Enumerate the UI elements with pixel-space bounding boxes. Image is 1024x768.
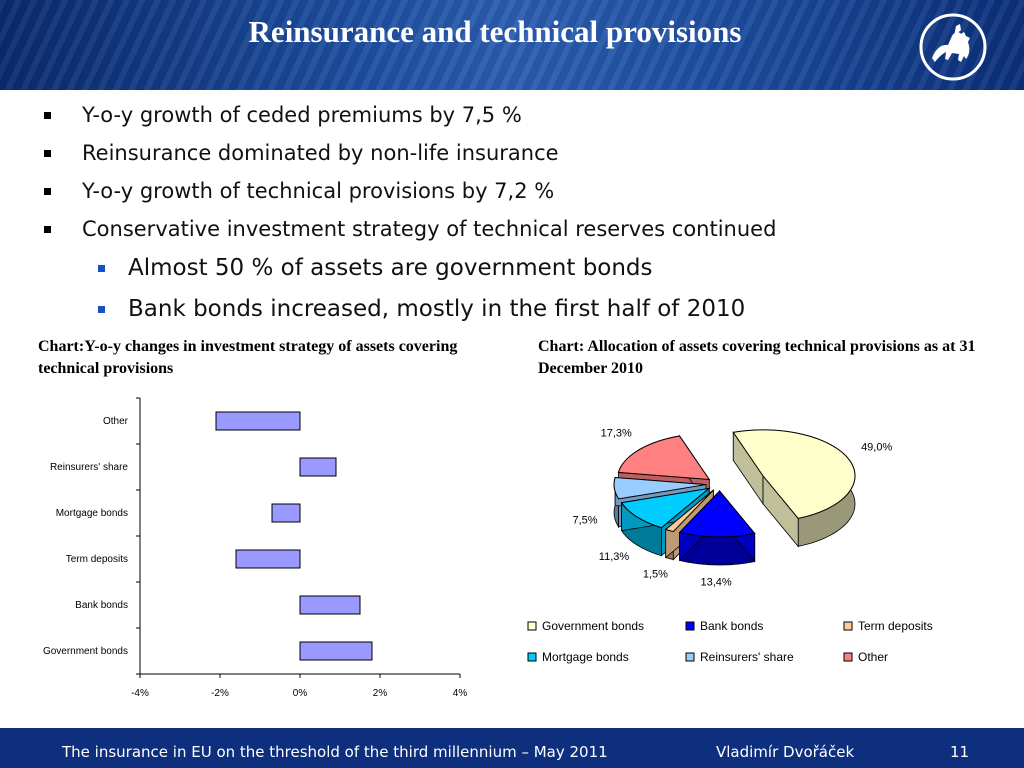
- bar: [299, 457, 337, 477]
- x-tick-label: -4%: [131, 688, 149, 699]
- bullet-item: Y-o-y growth of technical provisions by …: [0, 172, 1000, 210]
- pie-slice: [678, 489, 756, 566]
- x-tick-label: 2%: [373, 688, 388, 699]
- slice-top: [664, 489, 714, 533]
- slice-value-label: 17,3%: [601, 427, 632, 439]
- slice-top: [613, 476, 707, 500]
- bullet-item: Reinsurance dominated by non-life insura…: [0, 134, 1000, 172]
- legend-label: Mortgage bonds: [542, 650, 629, 664]
- bullet-item: Y-o-y growth of ceded premiums by 7,5 %: [0, 96, 1000, 134]
- pie-chart: 49,0% 13,4% 1,5% 11,3% 7,5% 17,3% Government b…: [527, 427, 933, 664]
- bar: [215, 411, 301, 431]
- slice-top: [732, 429, 856, 519]
- square-bullet-icon: [44, 112, 51, 119]
- slice-top: [678, 490, 756, 538]
- bullet-text: Conservative investment strategy of tech…: [82, 217, 777, 241]
- category-label: Bank bonds: [75, 600, 128, 611]
- header-banner: Reinsurance and technical provisions: [0, 0, 1024, 90]
- page-number: 11: [950, 743, 970, 761]
- bar: [271, 503, 301, 523]
- sub-bullet-item: Bank bonds increased, mostly in the firs…: [0, 289, 1000, 330]
- bullet-list: Y-o-y growth of ceded premiums by 7,5 % …: [0, 96, 1000, 330]
- bullet-text: Reinsurance dominated by non-life insura…: [82, 141, 559, 165]
- pie-slice: [732, 429, 856, 548]
- right-chart-title: Chart: Allocation of assets covering tec…: [538, 338, 976, 377]
- sub-bullet-item: Almost 50 % of assets are government bon…: [0, 248, 1000, 289]
- square-bullet-icon: [98, 306, 105, 313]
- legend-label: Government bonds: [542, 619, 644, 633]
- category-label: Government bonds: [43, 646, 128, 657]
- legend-label: Other: [858, 650, 888, 664]
- bullet-text: Y-o-y growth of technical provisions by …: [82, 179, 555, 203]
- legend-swatch: [843, 652, 853, 662]
- category-label: Reinsurers' share: [50, 462, 128, 473]
- bullet-item: Conservative investment strategy of tech…: [0, 210, 1000, 248]
- x-tick-label: 4%: [453, 688, 468, 699]
- legend-label: Bank bonds: [700, 619, 763, 633]
- square-bullet-icon: [98, 265, 105, 272]
- slice-value-label: 11,3%: [599, 551, 630, 563]
- bar: [299, 595, 361, 615]
- slice-top: [617, 435, 711, 481]
- page-title: Reinsurance and technical provisions: [248, 14, 742, 49]
- category-label: Other: [103, 416, 129, 427]
- bar: [299, 641, 373, 661]
- slice-top: [620, 487, 711, 529]
- footer-bar: The insurance in EU on the threshold of …: [0, 728, 1024, 768]
- slice-value-label: 1,5%: [643, 569, 668, 581]
- square-bullet-icon: [44, 150, 51, 157]
- slice-value-label: 49,0%: [861, 441, 892, 453]
- legend-swatch: [527, 621, 537, 631]
- legend-swatch: [685, 621, 695, 631]
- category-label: Term deposits: [66, 554, 128, 565]
- header-texture: [0, 0, 1024, 90]
- slice-value-label: 7,5%: [572, 514, 597, 526]
- footer-title: The insurance in EU on the threshold of …: [62, 743, 608, 761]
- legend-label: Term deposits: [858, 619, 933, 633]
- sub-bullet-text: Almost 50 % of assets are government bon…: [128, 255, 653, 281]
- category-label: Mortgage bonds: [56, 508, 128, 519]
- left-chart-title: Chart:Y-o-y changes in investment strate…: [38, 338, 458, 377]
- legend-label: Reinsurers' share: [700, 650, 794, 664]
- square-bullet-icon: [44, 226, 51, 233]
- legend-swatch: [685, 652, 695, 662]
- slice-value-label: 13,4%: [700, 577, 731, 589]
- square-bullet-icon: [44, 188, 51, 195]
- bar-chart: -4% -2% 0% 2% 4% Other Reinsurers' share Mortga…: [43, 397, 468, 699]
- bullet-text: Y-o-y growth of ceded premiums by 7,5 %: [82, 103, 522, 127]
- x-tick-label: 0%: [293, 688, 308, 699]
- bar: [235, 549, 301, 569]
- legend-swatch: [527, 652, 537, 662]
- sub-bullet-text: Bank bonds increased, mostly in the firs…: [128, 296, 746, 322]
- x-tick-label: -2%: [211, 688, 229, 699]
- legend-swatch: [843, 621, 853, 631]
- footer-author: Vladimír Dvořáček: [716, 743, 855, 761]
- horse-rider-logo: [919, 13, 987, 81]
